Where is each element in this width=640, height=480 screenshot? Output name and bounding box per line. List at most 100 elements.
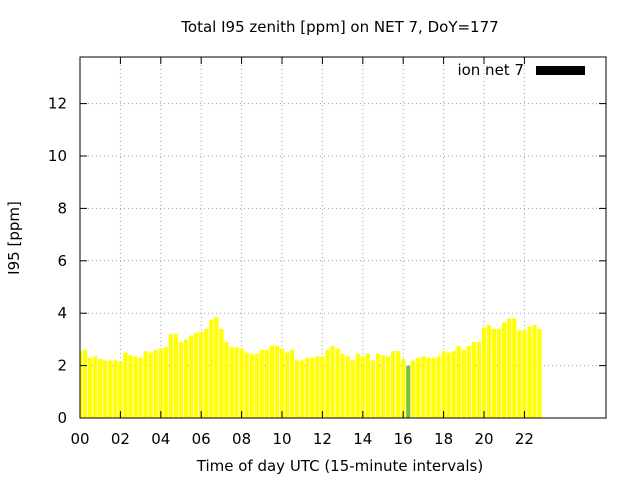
- bar: [436, 356, 441, 418]
- bar: [451, 351, 456, 418]
- x-tick-label: 04: [151, 430, 170, 448]
- y-tick-label: 2: [57, 357, 67, 375]
- y-tick-label: 6: [57, 252, 67, 270]
- bar: [279, 348, 285, 418]
- bar: [269, 345, 275, 418]
- bar: [183, 339, 189, 418]
- bar: [370, 360, 376, 418]
- bar: [385, 356, 391, 418]
- bar: [133, 356, 138, 418]
- bar: [128, 355, 133, 418]
- x-tick-label: 08: [232, 430, 251, 448]
- x-tick-label: 12: [313, 430, 332, 448]
- bar: [320, 356, 325, 418]
- bar: [471, 342, 477, 418]
- bar: [80, 351, 83, 418]
- legend: ion net 7: [457, 61, 585, 79]
- x-tick-label: 18: [434, 430, 453, 448]
- bar: [148, 352, 153, 418]
- bar: [431, 357, 436, 418]
- bar: [380, 355, 386, 418]
- bar: [295, 360, 300, 418]
- bar: [234, 347, 239, 418]
- y-tick-label: 10: [48, 147, 67, 165]
- bar: [274, 345, 280, 418]
- bar: [390, 351, 396, 418]
- bar: [178, 342, 184, 418]
- bar: [123, 352, 128, 418]
- bar: [143, 351, 148, 418]
- bar: [466, 345, 471, 418]
- bar: [486, 324, 492, 418]
- bar: [365, 353, 370, 418]
- bar: [249, 353, 254, 418]
- bar: [532, 324, 537, 418]
- bar: [173, 334, 179, 418]
- bar: [396, 351, 401, 418]
- bar: [350, 360, 355, 418]
- bar: [93, 356, 98, 418]
- x-tick-label: 16: [394, 430, 413, 448]
- plot-frame: [79, 56, 607, 419]
- bar: [214, 317, 219, 418]
- bar: [512, 318, 517, 418]
- bar: [194, 332, 199, 418]
- bar: [315, 356, 320, 418]
- bar: [406, 365, 411, 418]
- bar: [517, 330, 522, 418]
- legend-label: ion net 7: [457, 61, 524, 79]
- chart-title: Total I95 zenith [ppm] on NET 7, DoY=177: [180, 18, 498, 36]
- x-tick-label: 22: [515, 430, 534, 448]
- bar: [375, 353, 381, 418]
- bar: [461, 349, 466, 418]
- bar: [239, 348, 244, 418]
- bar: [360, 356, 365, 418]
- bar: [103, 360, 108, 418]
- bar: [289, 349, 295, 418]
- bar: [224, 342, 229, 418]
- bar: [330, 345, 335, 418]
- x-tick-label: 20: [474, 430, 493, 448]
- bar: [87, 357, 93, 418]
- y-tick-label: 4: [57, 304, 67, 322]
- bar: [305, 357, 310, 418]
- bar: [229, 347, 234, 418]
- bar: [527, 326, 532, 418]
- bar: [168, 334, 174, 418]
- bar: [188, 335, 194, 418]
- bar: [416, 357, 421, 418]
- bar: [264, 349, 269, 418]
- bar: [446, 352, 451, 418]
- bar: [204, 328, 209, 418]
- bar: [82, 349, 88, 418]
- bar: [355, 353, 360, 418]
- bar: [340, 353, 345, 418]
- bar: [219, 328, 224, 418]
- bar: [426, 357, 431, 418]
- bar: [108, 360, 113, 418]
- bar: [199, 331, 204, 418]
- bar: [98, 359, 103, 418]
- bar: [491, 328, 497, 418]
- bar: [310, 357, 315, 418]
- bar: [163, 347, 168, 418]
- bar: [441, 351, 446, 418]
- bar: [113, 360, 118, 418]
- y-axis-label: I95 [ppm]: [5, 201, 23, 275]
- bar: [522, 330, 527, 418]
- bar: [456, 345, 461, 418]
- y-tick-label: 0: [57, 409, 67, 427]
- bar: [300, 360, 305, 418]
- x-tick-label: 06: [192, 430, 211, 448]
- bar: [153, 349, 158, 418]
- bar: [411, 360, 416, 418]
- y-tick-label: 12: [48, 95, 67, 113]
- bar: [284, 352, 290, 418]
- bar: [209, 319, 214, 418]
- bar: [401, 359, 406, 418]
- bar: [118, 361, 123, 418]
- bar: [497, 328, 502, 418]
- x-tick-labels: 00 02 04 06 08 10 12 14 16 18 20 22: [70, 430, 533, 448]
- bar: [537, 328, 542, 418]
